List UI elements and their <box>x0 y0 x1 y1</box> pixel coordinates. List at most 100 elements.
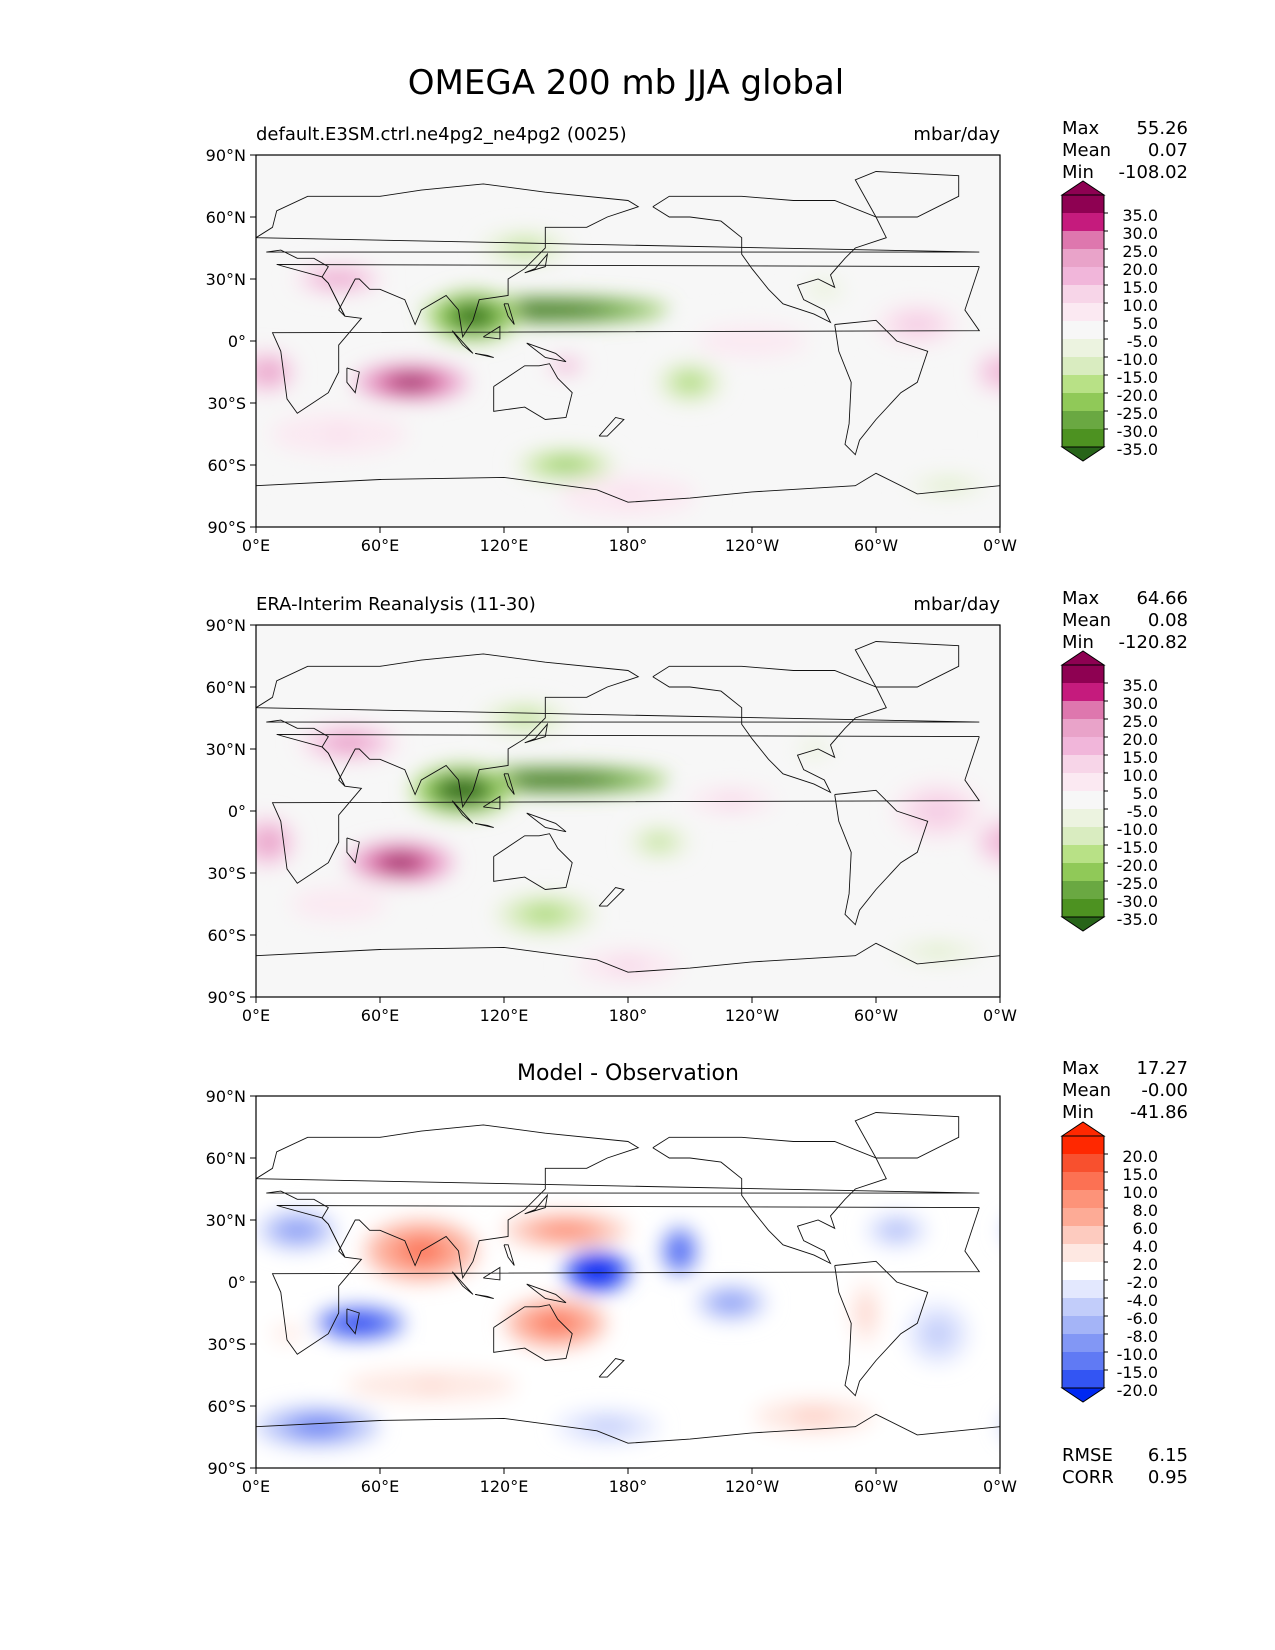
contour-blob <box>1052 1423 1073 1430</box>
coastline <box>483 325 501 340</box>
y-tick-label: 0° <box>228 802 246 821</box>
colorbar-label: -8.0 <box>1127 1327 1158 1346</box>
contour-blob <box>1258 448 1275 481</box>
contour-blob <box>1223 701 1275 734</box>
contour-blob <box>177 947 211 955</box>
colorbar-swatch <box>1062 1280 1104 1299</box>
contour-blob <box>159 473 250 498</box>
contour-blob <box>517 715 533 721</box>
stats-block: Max 64.66 Mean 0.08 Min -120.82 <box>1062 588 1188 653</box>
contour-blob <box>108 1282 136 1344</box>
colorbar-label: -30.0 <box>1117 422 1158 441</box>
contour-blob <box>10 1399 131 1433</box>
colorbar-label: 15.0 <box>1122 278 1158 297</box>
colorbar-label: -10.0 <box>1117 1345 1158 1364</box>
colorbar-label: -35.0 <box>1117 910 1158 929</box>
contour-blob <box>197 484 212 488</box>
y-tick-label: 30°S <box>207 394 246 413</box>
stat-mean-value: -0.00 <box>1141 1080 1188 1101</box>
x-tick-label: 0°E <box>242 536 270 555</box>
contour-blob <box>819 286 830 293</box>
colorbar-label: -15.0 <box>1117 1363 1158 1382</box>
contour-blob <box>1028 1223 1056 1237</box>
contour-blob <box>1187 300 1248 333</box>
x-tick-label: 60°W <box>854 536 898 555</box>
contour-blob <box>1248 1299 1275 1349</box>
contour-field <box>0 231 1275 521</box>
coastline <box>598 1357 625 1378</box>
contour-blob <box>1031 1416 1093 1437</box>
contour-blob <box>1255 901 1275 929</box>
contour-blob <box>0 329 49 354</box>
contour-blob <box>1016 1325 1047 1342</box>
coastline <box>854 641 960 688</box>
colorbar-label: 10.0 <box>1122 1183 1158 1202</box>
colorbar-swatch <box>1062 755 1104 774</box>
contour-blob <box>1231 234 1275 262</box>
contour-blob <box>235 825 256 859</box>
coastline <box>526 342 567 363</box>
contour-blob <box>1165 298 1275 323</box>
contour-blob <box>119 1307 125 1319</box>
contour-blob <box>591 1268 603 1276</box>
contour-blob <box>351 1320 367 1327</box>
contour-blob <box>891 1227 902 1234</box>
stat-mean-label: Mean <box>1062 610 1111 631</box>
contour-blob <box>1006 369 1016 376</box>
contour-blob <box>1155 766 1258 816</box>
contour-blob <box>1006 838 1016 846</box>
coastline <box>854 1112 960 1159</box>
contour-blob <box>156 787 232 835</box>
contour-blob <box>0 1396 142 1437</box>
colorbar-swatch <box>1062 393 1104 412</box>
contour-blob <box>987 368 992 376</box>
y-tick-label: 0° <box>228 332 246 351</box>
stat-max-value: 17.27 <box>1136 1058 1188 1079</box>
colorbar-label: 4.0 <box>1133 1237 1158 1256</box>
colorbar-label: -10.0 <box>1117 350 1158 369</box>
contour-blob <box>524 307 566 313</box>
contour-blob <box>261 837 272 847</box>
contour-blob <box>1202 308 1232 325</box>
error-stats-block: RMSE 6.15 CORR 0.95 <box>1062 1445 1188 1488</box>
contour-blob <box>1021 1413 1104 1441</box>
contour-blob <box>1156 1246 1175 1256</box>
stat-min-value: -41.86 <box>1130 1102 1188 1123</box>
contour-blob <box>653 839 665 845</box>
stat-max-label: Max <box>1062 588 1100 609</box>
colorbar-swatch <box>1062 1136 1104 1155</box>
stat-corr-value: 0.95 <box>1148 1467 1188 1488</box>
contour-blob <box>186 806 201 816</box>
colorbar-swatch <box>1062 863 1104 882</box>
contour-blob <box>113 1294 130 1331</box>
contour-blob <box>1186 768 1275 793</box>
contour-blob <box>1000 1406 1124 1447</box>
coastline <box>493 833 573 890</box>
contour-blob <box>290 1226 305 1234</box>
contour-blob <box>142 1225 163 1236</box>
contour-blob <box>242 365 250 379</box>
coastline <box>503 303 515 325</box>
contour-blob <box>1189 782 1223 799</box>
contour-blob <box>1194 304 1239 329</box>
stat-rmse-label: RMSE <box>1062 1445 1113 1466</box>
contour-blob <box>174 477 235 494</box>
colorbar-label: -35.0 <box>1117 440 1158 459</box>
x-tick-label: 180° <box>609 536 648 555</box>
contour-blob <box>910 321 925 328</box>
contour-blob <box>1227 304 1275 316</box>
stat-mean-label: Mean <box>1062 140 1111 161</box>
stat-min-label: Min <box>1062 162 1094 183</box>
contour-blob <box>166 321 180 328</box>
colorbar-swatch <box>1062 845 1104 864</box>
colorbar-swatch <box>1062 737 1104 756</box>
colorbar-swatch <box>1062 195 1104 214</box>
contour-blob <box>517 245 533 251</box>
contour-blob <box>256 830 259 854</box>
coastline <box>598 416 625 437</box>
colorbar-swatch <box>1062 1190 1104 1209</box>
map-layers: 0°E 60°E 120°E 180° 120°W 60°W 0°W 90°N 60°N 30°N… <box>0 146 1275 1496</box>
colorbar-label: 10.0 <box>1122 766 1158 785</box>
contour-blob <box>1010 1323 1051 1345</box>
colorbar-swatch <box>1062 1172 1104 1191</box>
